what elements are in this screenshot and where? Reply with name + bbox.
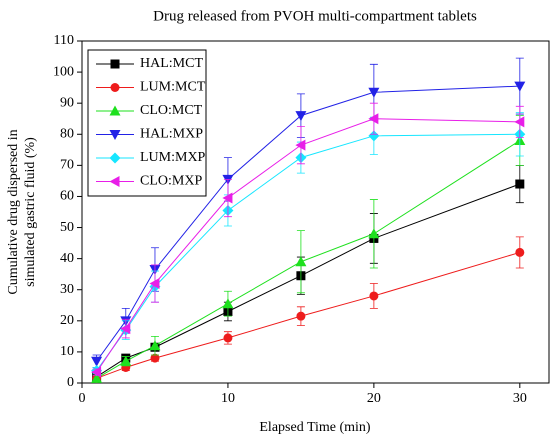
series-line — [96, 183, 520, 378]
marker — [223, 333, 233, 343]
legend-label: HAL:MXP — [140, 127, 203, 142]
y-tick-label: 110 — [54, 33, 74, 48]
marker — [295, 256, 307, 267]
y-axis-label-line: Cumulative drug dispersed in — [6, 129, 21, 294]
marker — [296, 311, 306, 321]
marker — [295, 139, 306, 151]
marker — [295, 111, 307, 122]
marker — [150, 353, 160, 363]
marker — [110, 83, 120, 92]
y-axis-label-line: simulated gastric fluid (%) — [23, 137, 38, 287]
legend-label: LUM:MCT — [140, 80, 206, 95]
marker — [514, 81, 526, 92]
y-tick-label: 60 — [60, 189, 74, 204]
x-tick-label: 30 — [513, 391, 527, 406]
marker — [515, 247, 525, 257]
marker — [91, 356, 103, 367]
marker — [91, 366, 102, 378]
legend-box — [87, 49, 207, 197]
legend-label: LUM:MXP — [140, 150, 206, 165]
chart-title: Drug released from PVOH multi-compartmen… — [153, 8, 477, 24]
marker — [369, 291, 379, 301]
marker — [368, 228, 380, 239]
y-axis-label: Cumulative drug dispersed in simulated g… — [6, 129, 38, 294]
series-line — [96, 251, 520, 379]
marker — [109, 130, 121, 140]
marker — [515, 179, 525, 189]
y-tick-label: 20 — [60, 313, 74, 328]
marker — [149, 340, 161, 351]
y-tick-label: 100 — [53, 64, 74, 79]
x-tick-label: 0 — [79, 391, 86, 406]
legend-label: CLO:MCT — [140, 103, 203, 118]
y-tick-label: 30 — [60, 282, 74, 297]
marker — [368, 87, 380, 98]
marker — [109, 152, 121, 164]
y-tick-label: 70 — [60, 158, 74, 173]
marker — [514, 116, 525, 128]
marker — [120, 323, 131, 335]
y-tick-label: 0 — [67, 375, 74, 390]
plot-frame — [81, 40, 550, 384]
legend-label: CLO:MXP — [140, 174, 202, 189]
marker — [222, 192, 233, 204]
marker — [368, 130, 380, 142]
marker — [91, 372, 103, 383]
legend-label: HAL:MCT — [140, 56, 203, 71]
y-tick-label: 40 — [60, 251, 74, 266]
x-tick-label: 20 — [367, 391, 381, 406]
x-axis-label: Elapsed Time (min) — [259, 420, 371, 435]
marker — [120, 355, 132, 366]
marker — [149, 278, 160, 290]
y-tick-label: 50 — [60, 220, 74, 235]
y-tick-label: 80 — [60, 126, 74, 141]
y-tick-label: 10 — [60, 344, 74, 359]
marker — [109, 105, 121, 116]
marker — [368, 113, 379, 125]
marker — [109, 176, 120, 187]
y-tick-label: 90 — [60, 95, 74, 110]
marker — [222, 298, 234, 309]
marker — [110, 59, 120, 69]
x-tick-label: 10 — [221, 391, 235, 406]
